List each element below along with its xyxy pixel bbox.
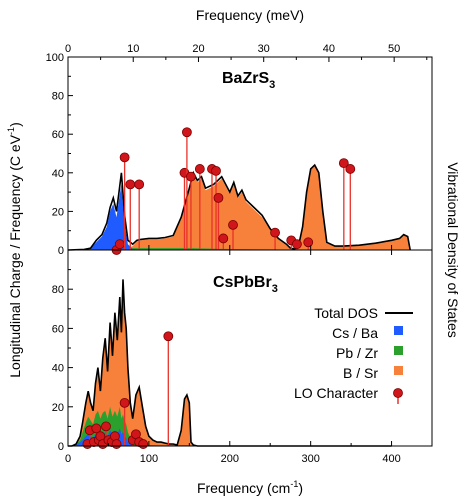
bottom-lo-marker [110,431,120,442]
bottom-xtick-label: 200 [221,453,239,465]
right-axis-title: Vibrational Density of States [445,162,461,338]
top-lo-marker [119,152,130,163]
top-axis-title: Frequency (meV) [196,7,304,23]
legend-label-cs-ba: Cs / Ba [332,325,378,341]
bottom-ytick-label: 40 [52,363,64,375]
dos-line-layer [67,163,411,447]
top-xtick-label: 10 [127,43,139,55]
bottom-ytick-label: 60 [52,323,64,335]
bottom-area-b-sr [68,279,198,446]
top-lo-marker [228,220,238,230]
bottom-ytick-label: 20 [52,402,64,414]
top-xtick-label: 20 [192,43,204,55]
top-lo-marker [303,237,314,248]
bottom-total-dos-line [68,279,392,447]
top-panel-title: BaZrS3 [222,70,275,91]
top-lo-marker [125,179,136,190]
top-ytick-label: 20 [52,206,64,218]
legend-label-b-sr: B / Sr [343,365,378,381]
legend: Total DOS Cs / Ba Pb / Zr B / Sr LO Char… [294,305,413,404]
legend-label-total: Total DOS [314,305,378,321]
bottom-lo-marker [138,439,149,449]
lo-character-layer [82,127,356,449]
legend-swatch-lo-marker [393,388,403,398]
top-lo-marker [211,165,221,176]
top-ytick-label: 40 [52,168,64,180]
bottom-lo-marker [101,421,111,432]
bottom-xtick-label: 400 [382,453,400,465]
top-lo-marker [114,239,125,250]
bottom-panel-title: CsPbBr3 [213,274,278,295]
top-ytick-label: 60 [52,129,64,141]
top-ytick-label: 0 [58,245,64,257]
top-xtick-label: 30 [258,43,270,55]
top-lo-marker [270,227,280,238]
legend-swatch-b-sr [394,366,403,375]
bottom-lo-marker [163,331,174,342]
bottom-lo-marker [119,397,130,408]
top-lo-marker [338,158,349,169]
top-xtick-label: 0 [65,43,71,55]
left-axis-title: Longitudinal Charge / Frequency (C eV-1) [6,122,23,378]
top-lo-marker [186,171,196,182]
bottom-ytick-label: 80 [52,284,64,296]
top-xtick-label: 50 [388,43,400,55]
top-total-dos-line [67,163,411,251]
bottom-xtick-label: 100 [140,453,158,465]
bottom-xtick-label: 0 [65,453,71,465]
top-lo-marker [134,179,145,190]
top-lo-marker [292,239,302,250]
legend-swatch-cs-ba [394,326,403,335]
bottom-lo-marker [91,423,102,434]
top-lo-marker [182,127,192,138]
top-lo-marker [194,164,205,174]
top-lo-marker [218,233,229,244]
bottom-ytick-label: 0 [58,441,64,453]
top-xtick-label: 40 [323,43,335,55]
top-lo-marker [345,164,356,174]
top-lo-marker [213,192,224,203]
bottom-axis-title: Frequency (cm-1) [197,479,303,496]
top-ytick-label: 100 [46,52,64,64]
legend-label-pb-zr: Pb / Zr [336,345,378,361]
legend-label-lo: LO Character [294,385,378,401]
top-ytick-label: 80 [52,91,64,103]
legend-swatch-pb-zr [394,346,403,355]
top-area-cs-ba [68,184,141,250]
bottom-xtick-label: 300 [301,453,319,465]
bottom-lo-marker [111,439,122,449]
